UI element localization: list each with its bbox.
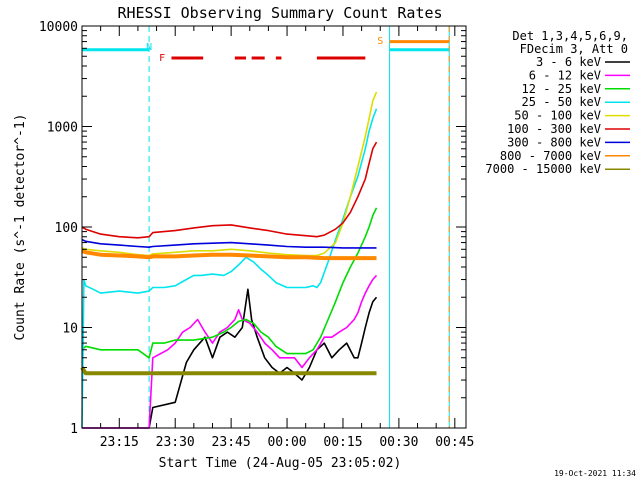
series-line-5 [81,141,378,239]
series-line-7 [81,248,377,261]
legend-label-5: 100 - 300 keV [507,122,601,136]
legend-label-4: 50 - 100 keV [514,109,601,123]
y-tick-label: 1000 [47,121,78,136]
legend-label-0: 3 - 6 keV [536,55,601,69]
legend-label-8: 7000 - 15000 keV [485,162,601,176]
legend-header-line-1: Det 1,3,4,5,6,9, [512,29,628,43]
series-line-6 [81,238,377,249]
generated-timestamp: 19-Oct-2021 11:34 [554,469,636,478]
x-tick-label: 00:30 [379,435,418,450]
x-tick-label: 23:15 [100,435,139,450]
series-line-2 [81,207,378,359]
plot-area: NF S [80,26,450,429]
series-line-0 [82,288,378,429]
legend-label-7: 800 - 7000 keV [500,149,601,163]
legend-header-line-2: FDecim 3, Att 0 [520,42,628,56]
x-tick-label: 23:45 [212,435,251,450]
flag-annotation-s: S [377,36,383,47]
legend-label-3: 25 - 50 keV [522,95,601,109]
y-axis-label: Count Rate (s^-1 detector^-1) [13,114,28,341]
legend-label-1: 6 - 12 keV [529,68,601,82]
legend: Det 1,3,4,5,6,9, FDecim 3, Att 0 3 - 6 k… [485,29,630,176]
y-tick-label: 10 [62,322,78,337]
series-line-1 [82,274,378,429]
plot-frame [81,25,467,429]
axes: 1 10 100 1000 10000 23:15 23:30 23:45 00:00 00:15… [13,20,474,450]
flag-annotation-f: F [159,53,165,64]
legend-label-2: 12 - 25 keV [522,82,601,96]
x-tick-label: 00:45 [435,435,474,450]
chart-title: RHESSI Observing Summary Count Rates [117,4,442,22]
x-axis-label: Start Time (24-Aug-05 23:05:02) [159,456,402,471]
y-tick-label: 10000 [39,20,78,35]
x-tick-label: 00:15 [323,435,362,450]
series-line-3 [81,108,378,429]
legend-label-6: 300 - 800 keV [507,135,601,149]
y-tick-label: 1 [70,422,78,437]
series-line-8 [80,366,377,376]
x-tick-label: 23:30 [156,435,195,450]
x-tick-label: 00:00 [267,435,306,450]
flag-annotation-n: N [146,42,152,53]
y-tick-label: 100 [55,221,78,236]
